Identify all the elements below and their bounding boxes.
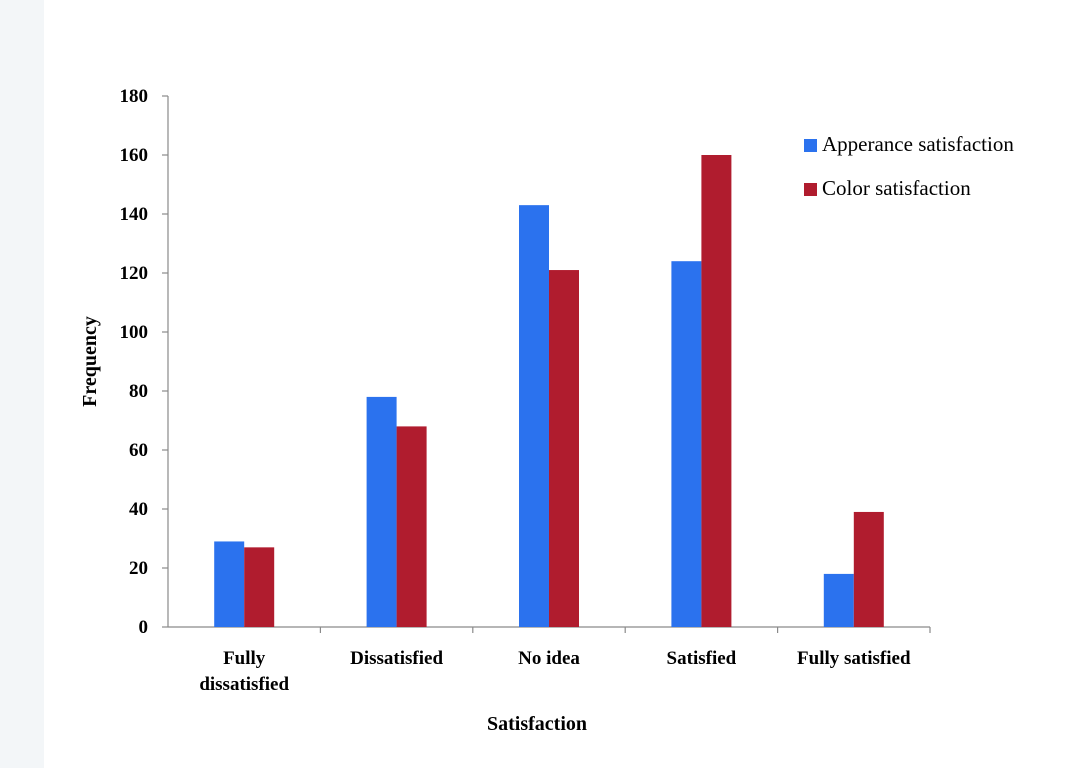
legend: Apperance satisfaction Color satisfaction <box>804 132 1014 200</box>
y-tick-label: 140 <box>120 204 149 225</box>
y-tick-label: 80 <box>129 381 148 402</box>
legend-label: Apperance satisfaction <box>822 132 1014 156</box>
y-tick-label: 0 <box>139 617 149 638</box>
bar-appearance-4 <box>823 573 854 627</box>
x-axis-title: Satisfaction <box>487 713 587 735</box>
bars <box>214 155 884 627</box>
legend-swatch <box>804 183 817 196</box>
x-category-label: dissatisfied <box>199 674 289 695</box>
y-ticks: 0 20 40 60 80 100 120 140 160 180 <box>120 86 168 638</box>
bar-chart: 0 20 40 60 80 100 120 140 160 180 Fully dissatisfi… <box>79 86 1014 735</box>
x-category-label: Fully satisfied <box>797 648 911 669</box>
x-category-label: Dissatisfied <box>350 648 443 669</box>
bar-color-1 <box>396 426 427 627</box>
bar-appearance-1 <box>366 396 397 627</box>
legend-label: Color satisfaction <box>822 176 971 200</box>
legend-swatch <box>804 139 817 152</box>
bar-appearance-2 <box>519 205 549 627</box>
y-tick-label: 160 <box>120 145 149 166</box>
x-category-label: Satisfied <box>667 648 737 669</box>
y-tick-label: 60 <box>129 440 148 461</box>
x-category-labels: Fully dissatisfied Dissatisfied No idea Sati… <box>199 627 931 695</box>
bar-appearance-3 <box>671 261 702 627</box>
y-tick-label: 20 <box>129 558 148 579</box>
bar-color-3 <box>701 155 732 627</box>
x-category-label: No idea <box>518 648 580 669</box>
bar-color-0 <box>244 547 275 627</box>
bar-appearance-0 <box>214 541 245 627</box>
bar-color-4 <box>853 511 884 627</box>
y-tick-label: 180 <box>120 86 149 107</box>
y-tick-label: 100 <box>120 322 149 343</box>
bar-color-2 <box>549 270 579 627</box>
y-tick-label: 120 <box>120 263 149 284</box>
chart-figure: 0 20 40 60 80 100 120 140 160 180 Fully dissatisfi… <box>44 0 1068 768</box>
y-tick-label: 40 <box>129 499 148 520</box>
x-category-label: Fully <box>223 648 266 669</box>
y-axis-title: Frequency <box>79 316 101 407</box>
